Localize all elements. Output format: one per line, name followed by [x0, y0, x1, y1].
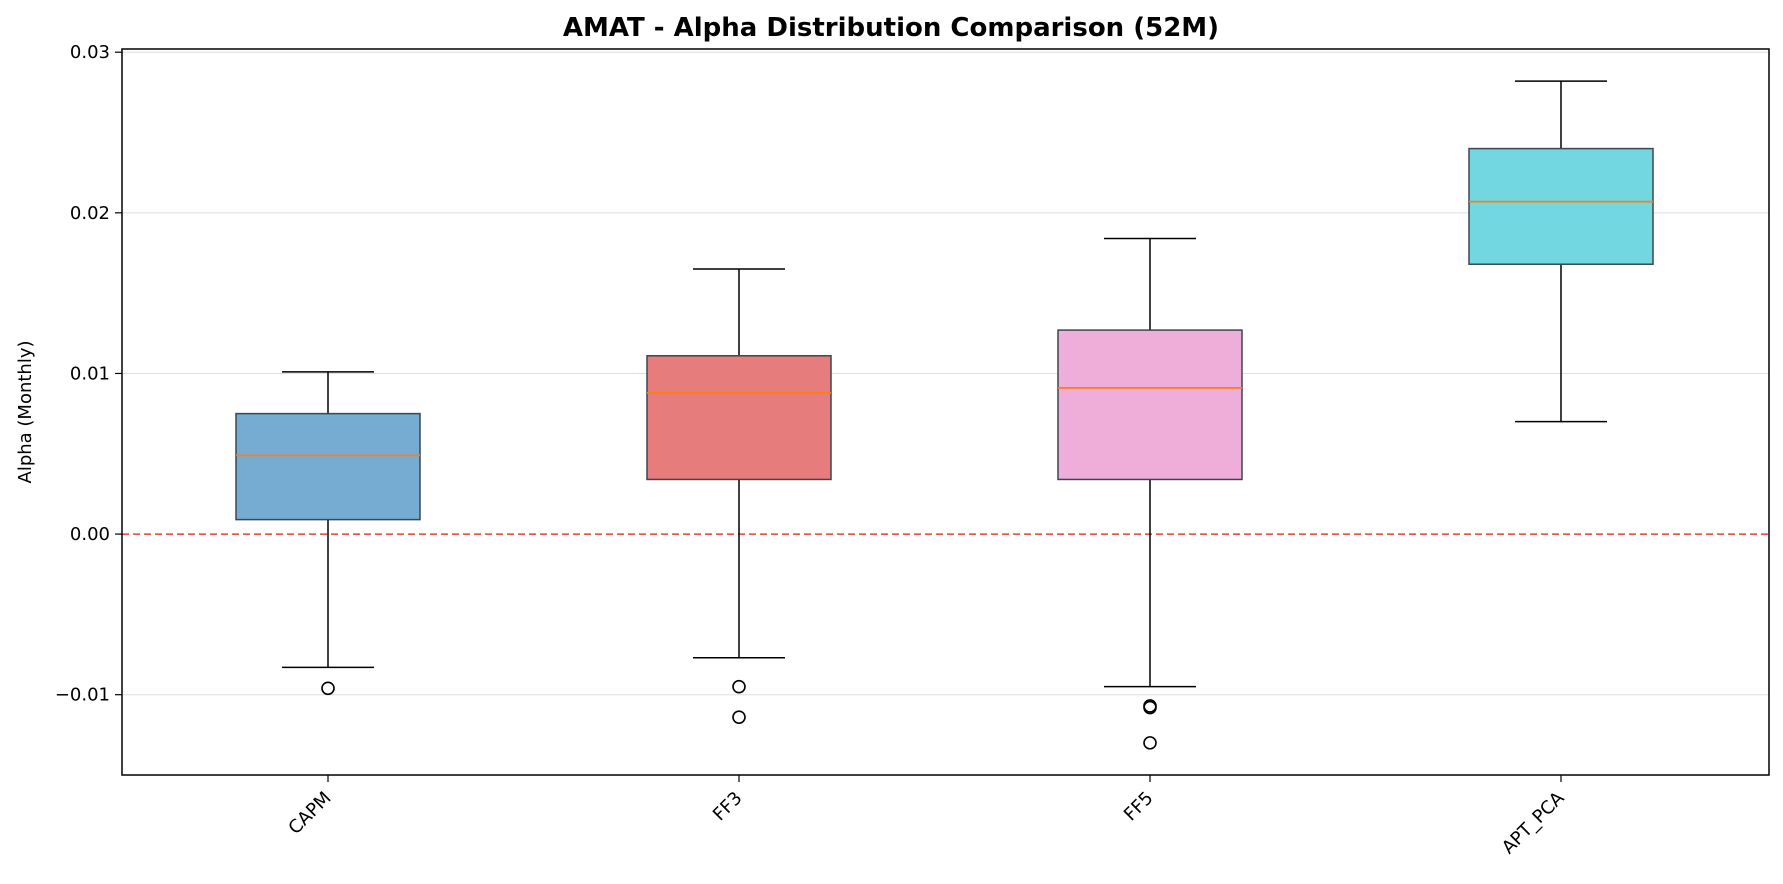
y-tick-label: −0.01 [55, 685, 110, 706]
iqr-box [1468, 147, 1654, 265]
y-tick-label: 0.00 [70, 524, 110, 545]
x-tick-label: APT_PCA [1498, 787, 1569, 858]
outlier-point [1143, 736, 1157, 750]
outlier-point [1143, 700, 1157, 715]
y-tick-label: 0.01 [70, 363, 110, 384]
plot-frame [121, 48, 1770, 776]
y-tick-label: 0.02 [70, 203, 110, 224]
box-ff3 [646, 268, 832, 724]
outlier-point [732, 679, 746, 694]
x-tick-label: CAPM [284, 788, 335, 839]
outlier-point [732, 710, 746, 724]
x-tick-label: FF5 [1120, 788, 1158, 826]
y-tick-label: 0.03 [70, 42, 110, 63]
box-apt-pca [1468, 80, 1654, 423]
x-axis-ticks: CAPM FF3 FF5 APT_PCA [284, 775, 1569, 858]
chart-title: AMAT - Alpha Distribution Comparison (52… [563, 13, 1219, 43]
iqr-box [235, 412, 421, 521]
box-capm [235, 371, 421, 696]
grid-lines [122, 51, 1769, 696]
iqr-box [646, 355, 832, 481]
y-axis-ticks: −0.01 0.00 0.01 0.02 0.03 [55, 42, 122, 706]
box-ff5 [1057, 237, 1243, 750]
box-plots [235, 80, 1654, 750]
x-tick-label: FF3 [709, 788, 747, 826]
y-axis-label: Alpha (Monthly) [15, 340, 36, 483]
outlier-point [321, 681, 335, 696]
iqr-box [1057, 329, 1243, 481]
